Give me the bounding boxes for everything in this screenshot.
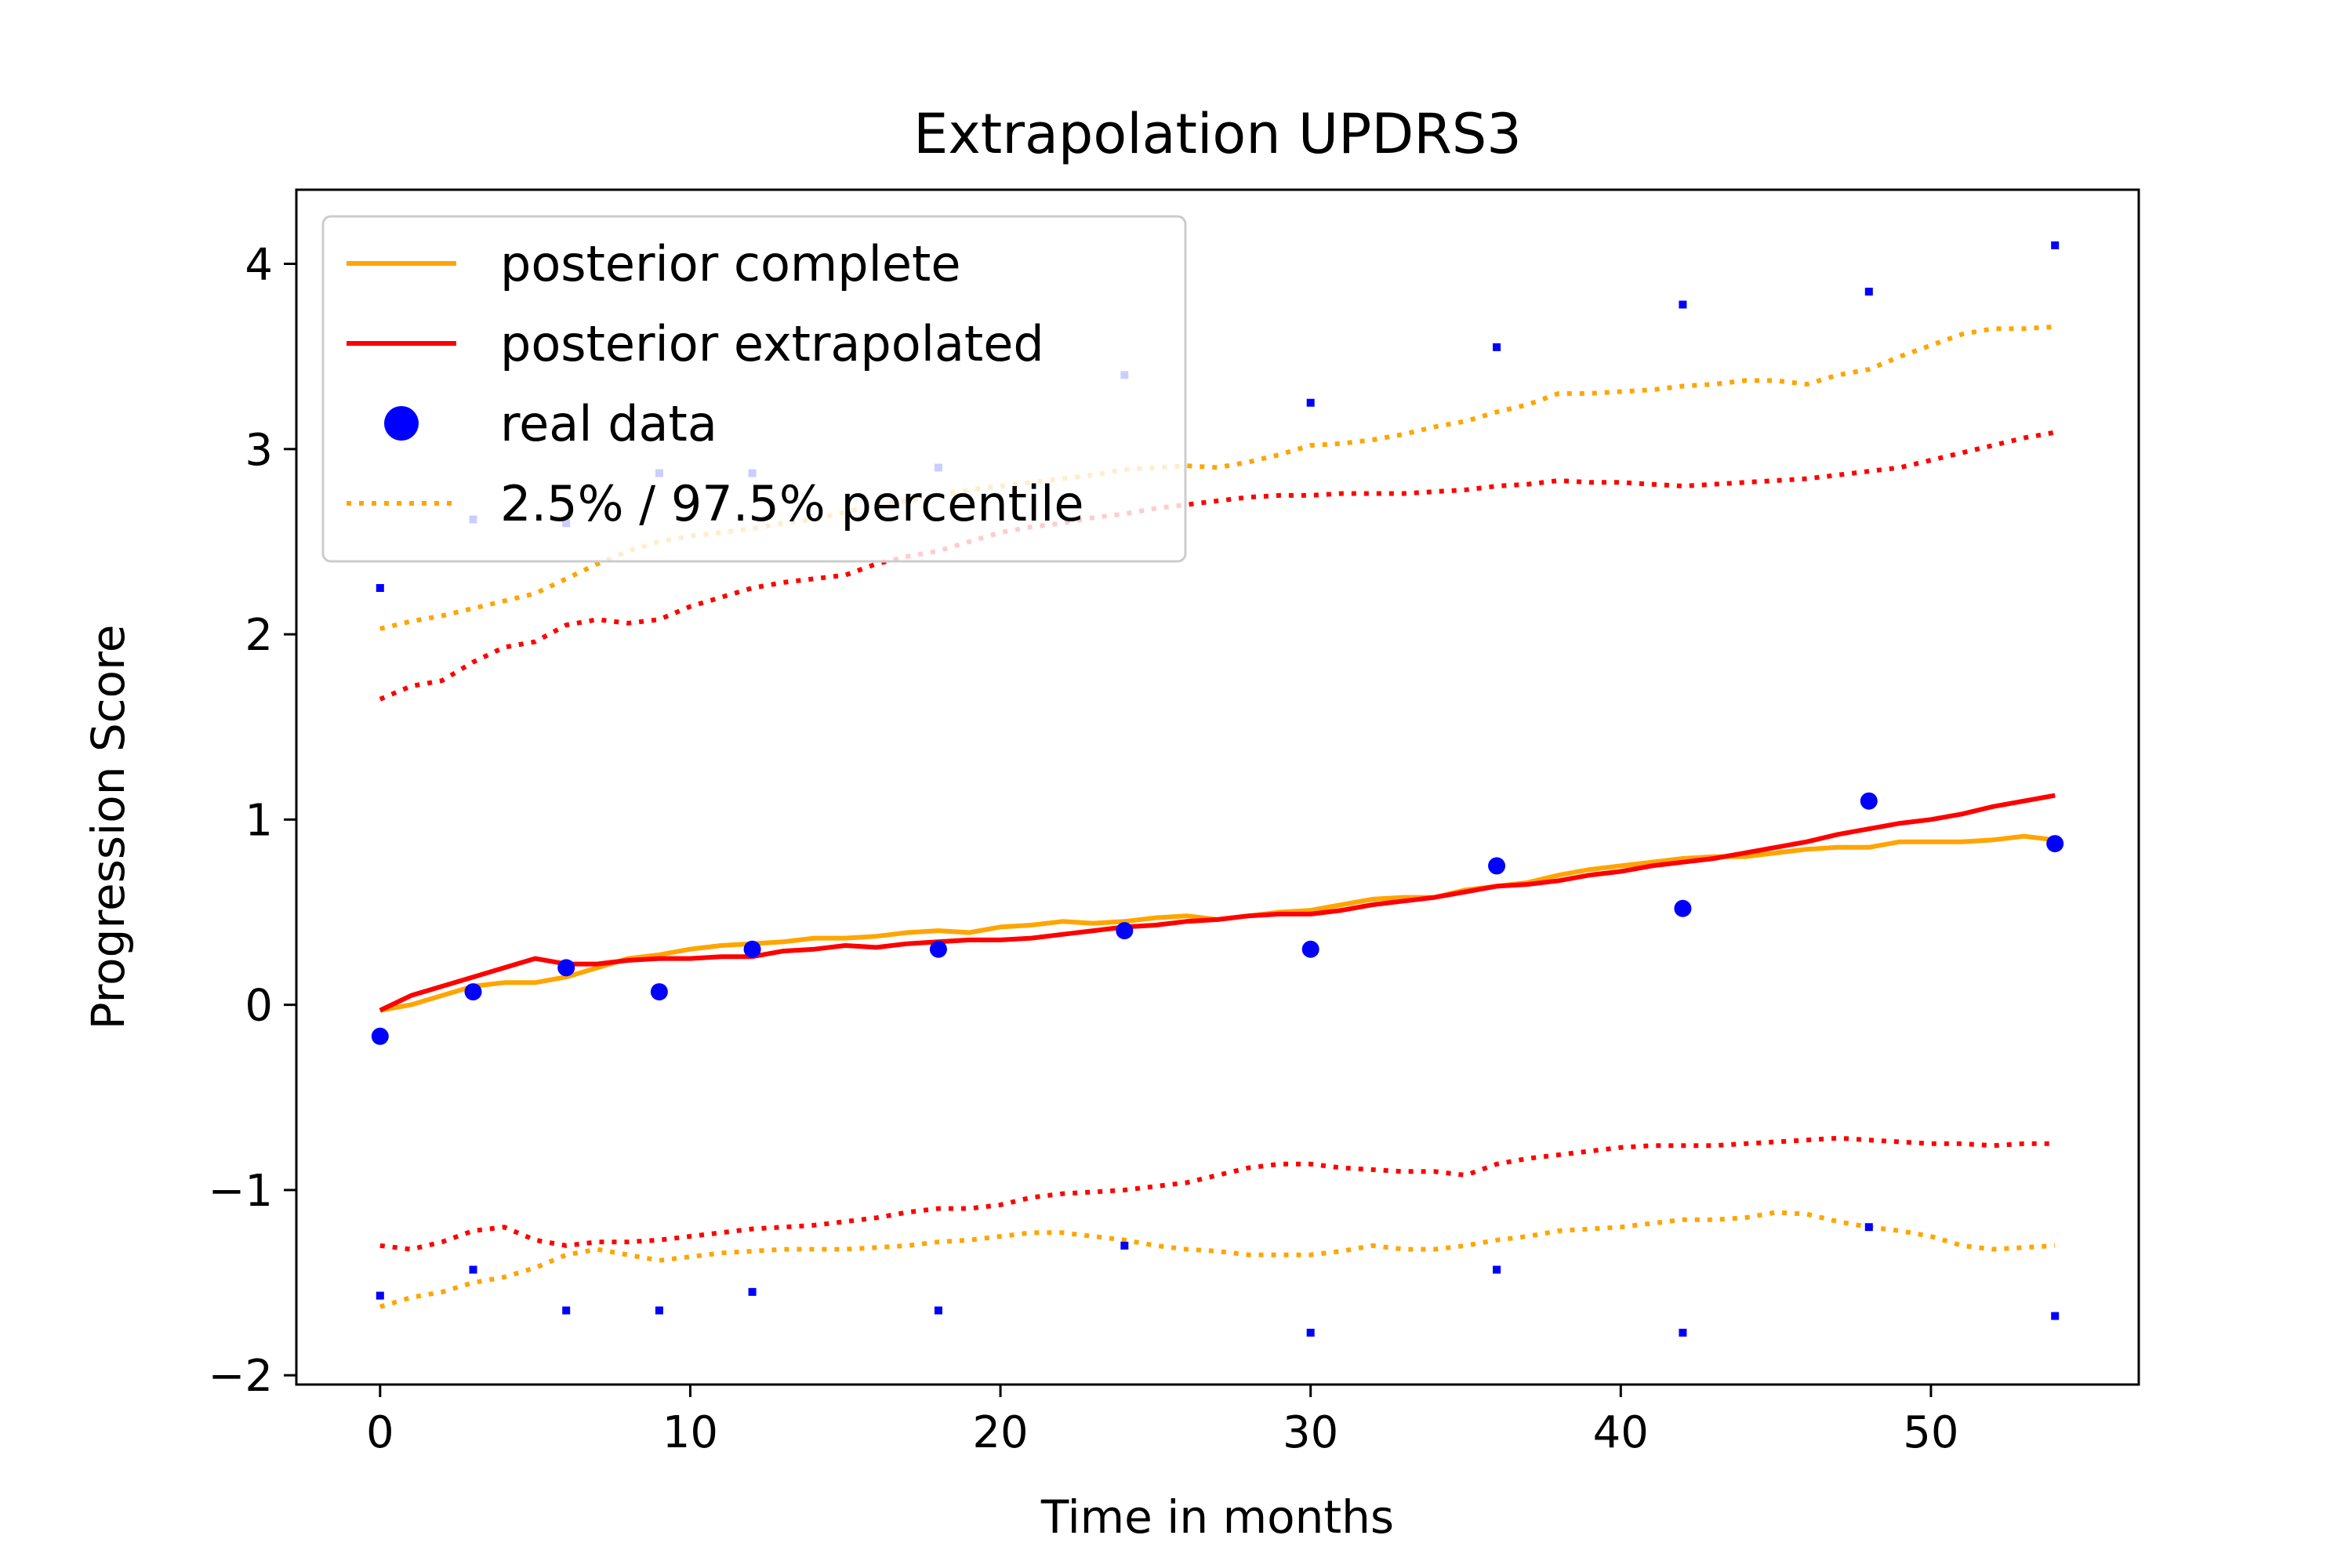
- x-tick-label-2: 20: [972, 1407, 1028, 1458]
- legend-box: [321, 215, 1187, 563]
- y-tick-label-3: 1: [245, 795, 273, 846]
- legend-swatch-2: [384, 406, 419, 441]
- legend-label-1: posterior extrapolated: [500, 315, 1044, 372]
- data-point-2-10: [1860, 792, 1878, 810]
- x-tick-label-1: 10: [662, 1407, 718, 1458]
- pixel-marker-1-2: [562, 1306, 571, 1315]
- chart-title: Extrapolation UPDRS3: [913, 102, 1522, 166]
- data-point-2-2: [557, 959, 575, 977]
- pixel-marker-1-10: [1864, 1223, 1873, 1232]
- x-axis: 0 10 20 30 40 50: [366, 1385, 1959, 1458]
- x-tick-label-0: 0: [366, 1407, 394, 1458]
- data-point-2-5: [929, 940, 947, 958]
- legend-label-2: real data: [500, 395, 717, 452]
- pixel-marker-0-9: [1679, 300, 1687, 309]
- data-point-2-6: [1116, 922, 1134, 940]
- pixel-marker-1-6: [1120, 1241, 1129, 1250]
- pixel-marker-0-0: [376, 584, 384, 592]
- data-point-2-9: [1674, 899, 1692, 917]
- legend: posterior complete posterior extrapolated…: [321, 215, 1187, 563]
- y-tick-label-2: 0: [245, 981, 273, 1032]
- x-axis-label: Time in months: [1040, 1490, 1394, 1544]
- x-tick-label-4: 40: [1593, 1407, 1649, 1458]
- series-line-1: [379, 793, 2056, 1013]
- pixel-marker-0-8: [1493, 343, 1501, 351]
- data-point-2-11: [2046, 835, 2064, 853]
- pixel-marker-0-10: [1864, 287, 1873, 296]
- pixel-marker-1-11: [2051, 1312, 2060, 1320]
- pixel-marker-0-7: [1306, 398, 1315, 407]
- y-tick-label-4: 2: [245, 610, 273, 661]
- pixel-marker-1-5: [934, 1306, 942, 1315]
- pixel-marker-1-7: [1306, 1328, 1315, 1337]
- pixel-marker-1-8: [1493, 1265, 1501, 1274]
- data-point-2-8: [1488, 857, 1506, 875]
- legend-label-3: 2.5% / 97.5% percentile: [500, 475, 1084, 532]
- pixel-marker-0-11: [2051, 241, 2060, 249]
- y-tick-label-0: −2: [208, 1351, 273, 1402]
- x-tick-label-3: 30: [1283, 1407, 1338, 1458]
- y-axis-label: Progression Score: [82, 625, 135, 1030]
- x-tick-label-5: 50: [1903, 1407, 1958, 1458]
- data-point-2-7: [1301, 940, 1319, 958]
- series-line-4: [379, 430, 2056, 702]
- data-point-2-3: [650, 983, 668, 1001]
- pixel-marker-1-0: [376, 1291, 384, 1300]
- y-axis: −2 −1 0 1 2 3 4: [208, 240, 296, 1402]
- y-tick-label-1: −1: [208, 1166, 273, 1217]
- data-point-2-4: [743, 940, 761, 958]
- pixel-marker-1-9: [1679, 1328, 1687, 1337]
- y-tick-label-6: 4: [245, 240, 273, 291]
- data-point-2-0: [371, 1027, 389, 1045]
- y-tick-label-5: 3: [245, 425, 273, 476]
- axes-frame: [295, 188, 2140, 1386]
- plot-area: [371, 241, 2064, 1337]
- pixel-marker-1-4: [748, 1287, 757, 1296]
- plot-series-group: [371, 241, 2064, 1337]
- data-point-2-1: [464, 983, 482, 1001]
- legend-label-0: posterior complete: [500, 235, 961, 292]
- pixel-marker-1-1: [469, 1265, 477, 1274]
- pixel-marker-1-3: [655, 1306, 663, 1315]
